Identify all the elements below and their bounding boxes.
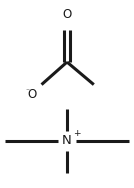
Text: N: N [62, 134, 72, 148]
Text: ⁻: ⁻ [25, 87, 29, 96]
Text: O: O [27, 87, 37, 101]
Text: O: O [62, 8, 72, 21]
Text: +: + [73, 129, 80, 138]
